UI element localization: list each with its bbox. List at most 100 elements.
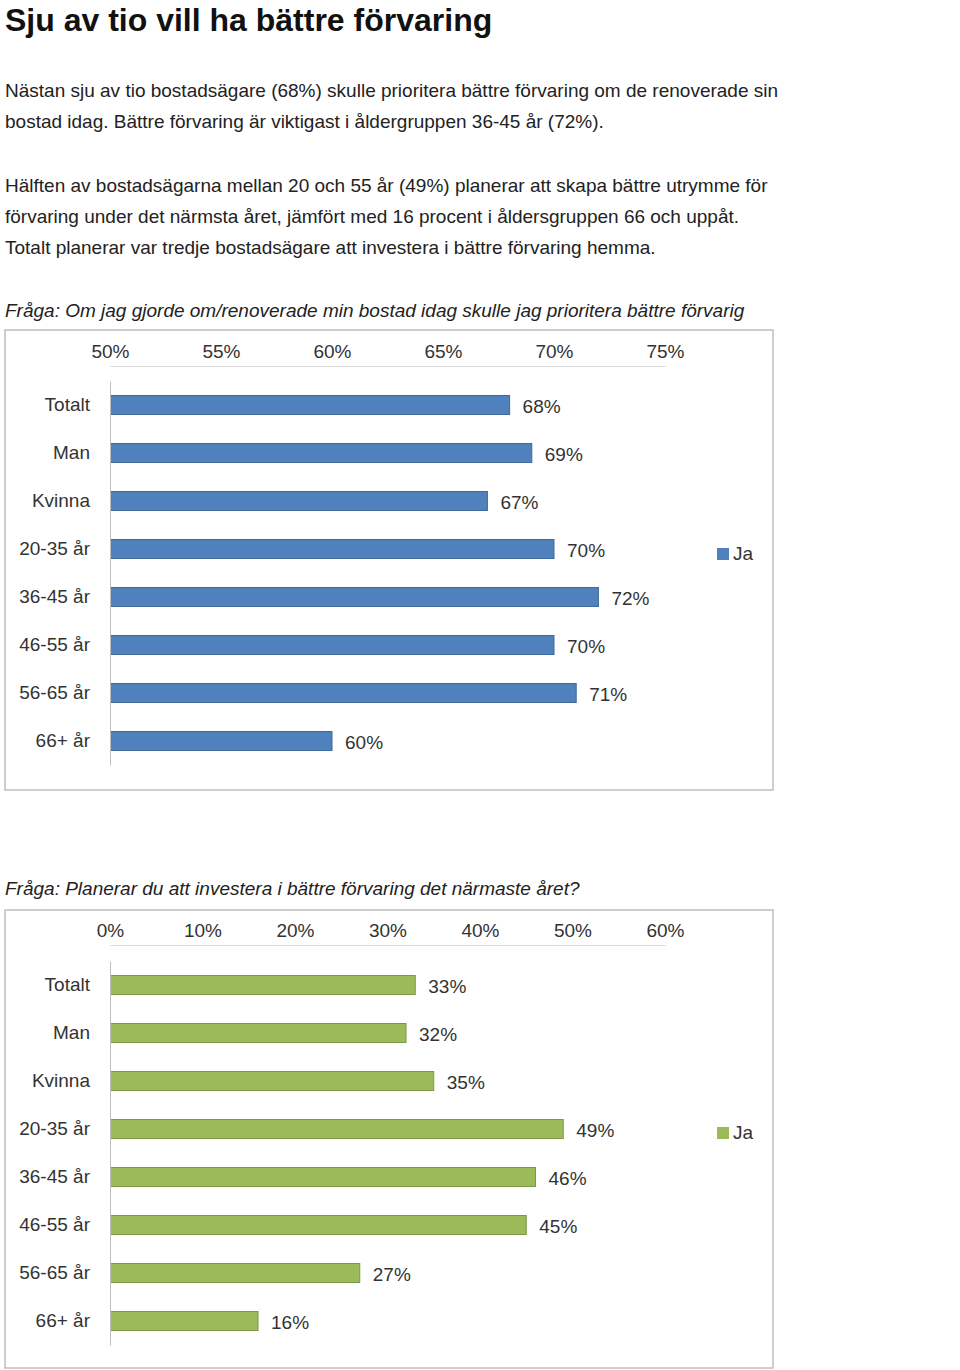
y-axis: Totalt Man Kvinna 20-35 år 36-45 år 46-55 år 5… <box>19 382 110 766</box>
category-label: 56-65 år <box>19 682 90 703</box>
data-label: 68% <box>523 396 561 417</box>
axis-line <box>111 366 666 367</box>
data-label: 60% <box>345 732 383 753</box>
axis-line <box>111 945 666 946</box>
tick: Totalt <box>45 974 110 995</box>
tick: 20-35 år <box>19 538 110 559</box>
bar <box>110 396 510 415</box>
tick: 56-65 år <box>19 682 110 703</box>
category-label: 36-45 år <box>19 1166 90 1187</box>
tick: 36-45 år <box>19 586 110 607</box>
tick-label: 30% <box>369 920 407 941</box>
tick: 60% <box>646 920 684 945</box>
data-label: 33% <box>428 976 466 997</box>
tick: Kvinna <box>32 490 110 511</box>
data-label: 27% <box>373 1264 411 1285</box>
data-label: 69% <box>545 444 583 465</box>
chart-frame <box>5 910 773 1368</box>
x-axis: 0% 10% 20% 30% 40% 50% 60% <box>97 920 685 946</box>
category-label: 20-35 år <box>19 1118 90 1139</box>
bar <box>110 636 554 655</box>
paragraph-line: Hälften av bostadsägarna mellan 20 och 5… <box>5 175 768 196</box>
tick: 20% <box>276 920 314 945</box>
tick: 36-45 år <box>19 1166 110 1187</box>
tick-label: 75% <box>646 341 684 362</box>
category-label: 36-45 år <box>19 586 90 607</box>
bar <box>110 1264 360 1283</box>
bars <box>110 976 563 1331</box>
tick: 65% <box>424 341 462 366</box>
tick: 20-35 år <box>19 1118 110 1139</box>
category-label: Totalt <box>45 974 91 995</box>
tick: Totalt <box>45 394 110 415</box>
chart-title: Fråga: Om jag gjorde om/renoverade min b… <box>5 300 745 321</box>
tick-label: 50% <box>554 920 592 941</box>
bar <box>110 976 415 995</box>
category-label: 46-55 år <box>19 634 90 655</box>
tick: 50% <box>554 920 592 945</box>
chart: Fråga: Planerar du att investera i bättr… <box>5 878 773 1368</box>
tick-label: 70% <box>535 341 573 362</box>
tick-label: 40% <box>461 920 499 941</box>
tick: 56-65 år <box>19 1262 110 1283</box>
tick: 55% <box>202 341 240 366</box>
tick: 50% <box>91 341 129 366</box>
bar <box>110 1072 434 1091</box>
tick-label: 55% <box>202 341 240 362</box>
category-label: 66+ år <box>36 730 91 751</box>
page-title: Sju av tio vill ha bättre förvaring <box>5 2 492 38</box>
legend-entry: Ja <box>717 543 754 564</box>
tick: 70% <box>535 341 573 366</box>
category-label: 46-55 år <box>19 1214 90 1235</box>
bar <box>110 1168 536 1187</box>
tick-label: 60% <box>646 920 684 941</box>
chart-title: Fråga: Planerar du att investera i bättr… <box>5 878 580 899</box>
bar <box>110 444 532 463</box>
bar <box>110 1312 258 1331</box>
category-label: Kvinna <box>32 1070 91 1091</box>
legend-label: Ja <box>733 543 754 564</box>
tick: 46-55 år <box>19 1214 110 1235</box>
bars <box>110 396 598 751</box>
bar <box>110 1216 526 1235</box>
chart-frame <box>5 330 773 790</box>
tick: 46-55 år <box>19 634 110 655</box>
tick-label: 50% <box>91 341 129 362</box>
data-label: 71% <box>589 684 627 705</box>
page: Sju av tio vill ha bättre förvaring Nästa… <box>0 0 960 1370</box>
data-label: 46% <box>549 1168 587 1189</box>
paragraph-line: Nästan sju av tio bostadsägare (68%) sku… <box>5 80 778 101</box>
data-label: 72% <box>611 588 649 609</box>
data-label: 70% <box>567 636 605 657</box>
axis-line <box>110 382 111 766</box>
bar <box>110 588 598 607</box>
category-label: Kvinna <box>32 490 91 511</box>
bar <box>110 1024 406 1043</box>
tick-label: 10% <box>184 920 222 941</box>
tick: 75% <box>646 341 684 366</box>
tick-label: 60% <box>313 341 351 362</box>
chart: Fråga: Om jag gjorde om/renoverade min b… <box>5 300 773 790</box>
bar <box>110 732 332 751</box>
category-label: Man <box>53 1022 90 1043</box>
legend-swatch <box>717 548 729 560</box>
tick: 30% <box>369 920 407 945</box>
tick: Man <box>53 1022 110 1043</box>
category-label: Man <box>53 442 90 463</box>
tick: 0% <box>97 920 125 945</box>
tick-label: 20% <box>276 920 314 941</box>
tick: 60% <box>313 341 351 366</box>
tick: 40% <box>461 920 499 945</box>
tick: 10% <box>184 920 222 945</box>
tick: 66+ år <box>36 730 110 751</box>
paragraph-line: Totalt planerar var tredje bostadsägare … <box>5 237 656 258</box>
tick-label: 0% <box>97 920 125 941</box>
data-label: 49% <box>576 1120 614 1141</box>
category-label: 66+ år <box>36 1310 91 1331</box>
data-label: 67% <box>500 492 538 513</box>
paragraph-line: bostad idag. Bättre förvaring är viktiga… <box>5 111 604 132</box>
data-label: 35% <box>447 1072 485 1093</box>
category-label: Totalt <box>45 394 91 415</box>
category-label: 20-35 år <box>19 538 90 559</box>
legend-entry: Ja <box>717 1122 754 1143</box>
